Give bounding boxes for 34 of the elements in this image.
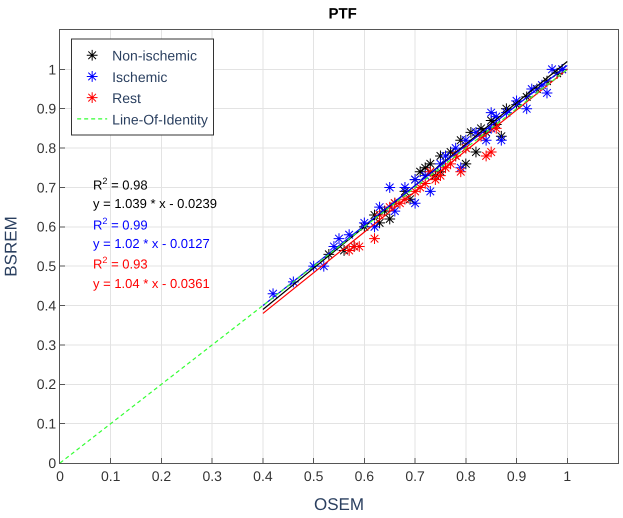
- y-tick-label: 0: [48, 454, 56, 471]
- y-tick-label: 0.7: [36, 179, 56, 196]
- y-tick-label: 0.8: [36, 140, 56, 156]
- y-tick-label: 0.9: [36, 100, 56, 117]
- chart-title: PTF: [328, 5, 357, 22]
- x-tick-label: 0.3: [202, 468, 222, 484]
- x-tick-label: 1: [563, 468, 572, 484]
- annotation: R$^{2}$ = 0.93: [93, 255, 148, 272]
- x-tick-label: 0.6: [354, 468, 374, 484]
- x-tick-label: 0.1: [100, 468, 121, 484]
- annotation: y = 1.04 * x - 0.0361: [93, 276, 210, 291]
- x-tick-label: 0.8: [456, 468, 476, 484]
- x-tick-label: 0.9: [506, 468, 526, 484]
- y-tick-label: 0.3: [36, 336, 56, 353]
- y-tick-label: 0.6: [36, 218, 56, 235]
- legend-label: Ischemic: [112, 68, 168, 85]
- annotation: y = 1.02 * x - 0.0127: [93, 236, 210, 251]
- y-tick-label: 0.5: [36, 258, 56, 274]
- legend-label: Non-ischemic: [112, 48, 197, 64]
- x-tick-label: 0.7: [405, 468, 426, 484]
- y-tick-label: 0.1: [36, 416, 56, 432]
- legend-label: Rest: [112, 90, 142, 106]
- x-tick-label: 0.5: [304, 468, 324, 484]
- annotation: R$^{2}$ = 0.98: [93, 176, 148, 192]
- annotation: y = 1.039 * x - 0.0239: [93, 196, 217, 211]
- legend-label: Line-Of-Identity: [112, 111, 208, 128]
- y-tick-label: 1: [48, 61, 56, 78]
- x-tick-label: 0.4: [253, 468, 273, 484]
- y-tick-label: 0.4: [36, 297, 56, 314]
- y-tick-label: 0.2: [36, 376, 56, 392]
- x-axis-title: OSEM: [314, 495, 364, 514]
- x-tick-label: 0.2: [152, 468, 172, 484]
- y-axis-title: BSREM: [1, 216, 20, 277]
- annotation: R$^{2}$ = 0.99: [93, 216, 148, 232]
